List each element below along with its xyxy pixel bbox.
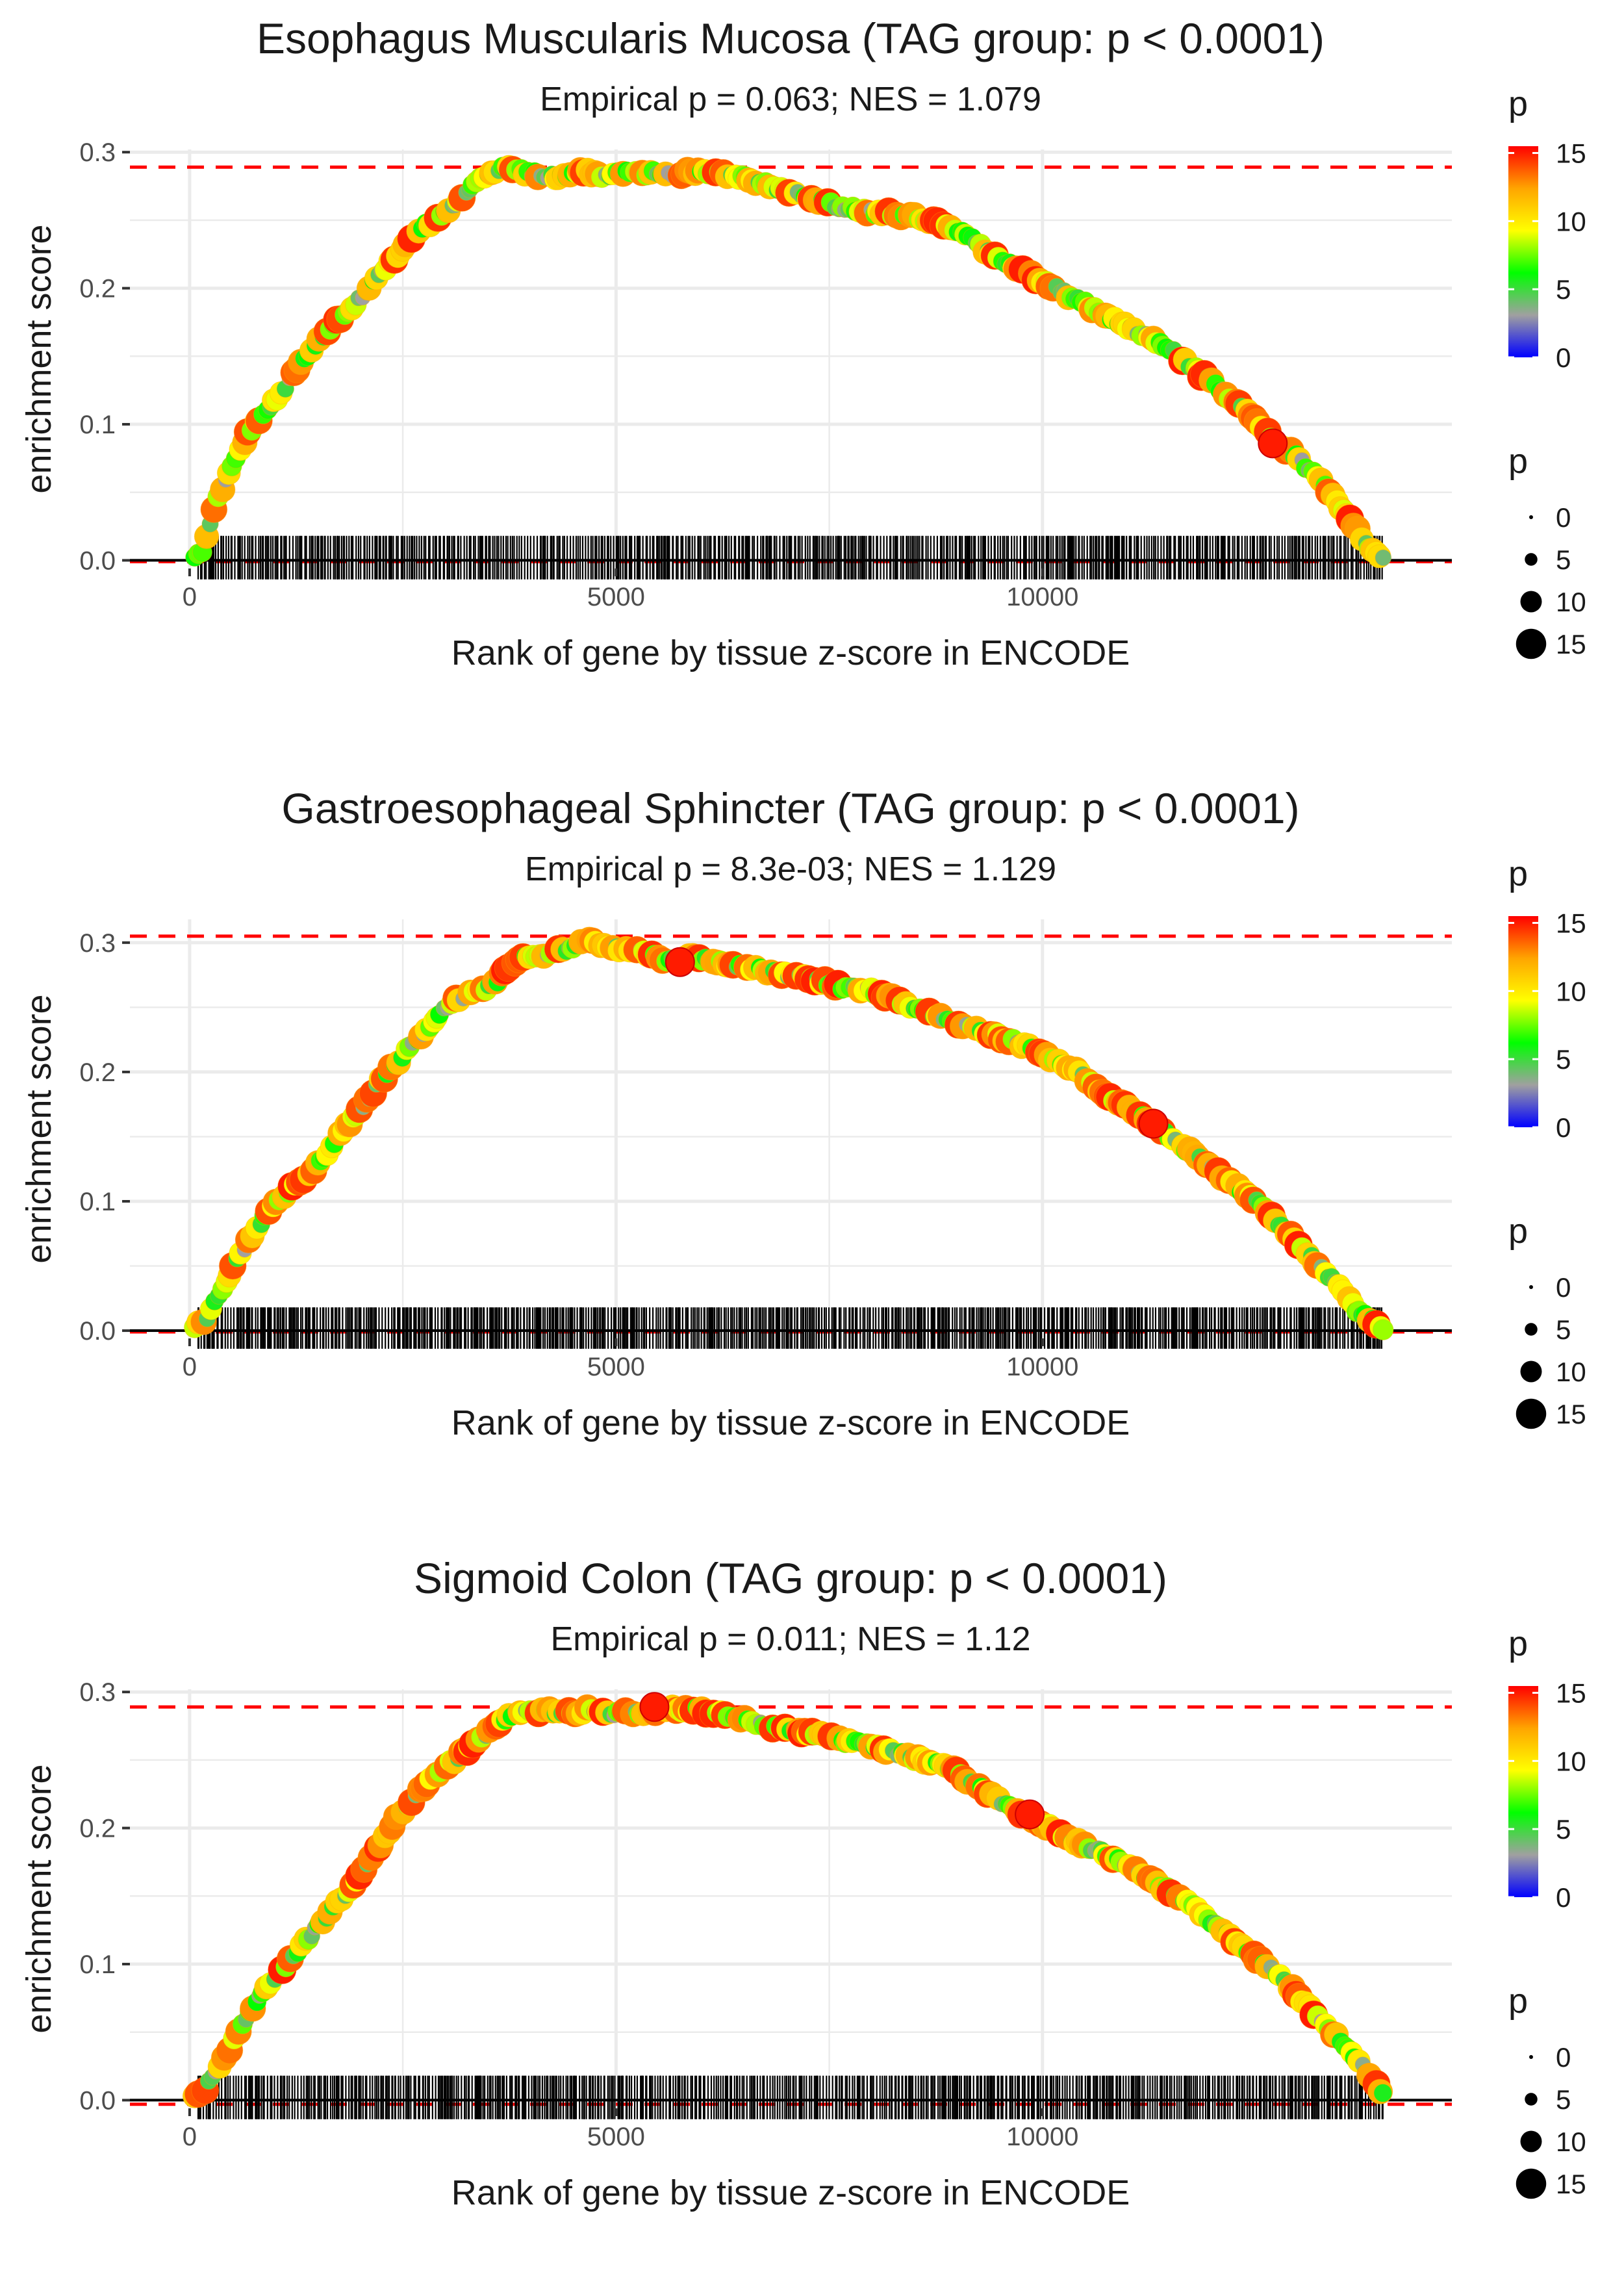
size-legend-label: 10 (1556, 1357, 1586, 1387)
size-legend-label: 15 (1556, 1399, 1586, 1429)
y-tick-label: 0.3 (79, 1678, 116, 1707)
colorbar-label: 5 (1556, 274, 1571, 305)
x-axis-title: Rank of gene by tissue z-score in ENCODE (451, 633, 1130, 672)
size-legend-label: 0 (1556, 1272, 1571, 1303)
colorbar (1508, 1686, 1538, 1897)
color-legend-title: p (1508, 1624, 1528, 1663)
size-legend-label: 0 (1556, 2042, 1571, 2073)
y-tick-label: 0.2 (79, 275, 116, 303)
y-axis-title: enrichment score (19, 224, 58, 493)
chart-title: Gastroesophageal Sphincter (TAG group: p… (281, 784, 1299, 832)
size-legend-label: 5 (1556, 1314, 1571, 1345)
size-legend-dot (1520, 2130, 1542, 2153)
y-axis-title: enrichment score (19, 1764, 58, 2033)
size-legend-title: p (1508, 1212, 1528, 1251)
size-legend-label: 10 (1556, 587, 1586, 617)
size-legend-title: p (1508, 442, 1528, 481)
colorbar (1508, 146, 1538, 357)
size-legend-label: 5 (1556, 2084, 1571, 2115)
x-tick-label: 10000 (1006, 1353, 1078, 1381)
x-tick-label: 10000 (1006, 583, 1078, 611)
colorbar-label: 15 (1556, 138, 1586, 168)
colorbar (1508, 916, 1538, 1127)
colorbar-label: 0 (1556, 342, 1571, 373)
colorbar-label: 5 (1556, 1044, 1571, 1075)
panel-3: Sigmoid Colon (TAG group: p < 0.0001) Emp… (19, 1554, 1586, 2212)
es-point-highlight (639, 1692, 670, 1722)
es-point-highlight (1015, 1799, 1045, 1830)
size-legend-label: 15 (1556, 629, 1586, 659)
es-point-highlight (665, 947, 695, 977)
colorbar-label: 15 (1556, 908, 1586, 938)
chart-title: Esophagus Muscularis Mucosa (TAG group: … (257, 14, 1325, 62)
x-tick-label: 0 (183, 2123, 197, 2151)
size-legend-label: 0 (1556, 502, 1571, 533)
es-point (1375, 549, 1392, 567)
size-legend-dot (1529, 1285, 1533, 1289)
y-tick-label: 0.0 (79, 1317, 116, 1346)
size-legend-dot (1516, 628, 1547, 659)
size-legend-label: 5 (1556, 544, 1571, 575)
size-legend-dot (1516, 1398, 1547, 1429)
colorbar-label: 10 (1556, 976, 1586, 1006)
y-tick-label: 0.1 (79, 1950, 116, 1979)
panel-1: Esophagus Muscularis Mucosa (TAG group: … (19, 14, 1586, 672)
size-legend-dot (1516, 2168, 1547, 2199)
y-tick-label: 0.3 (79, 138, 116, 167)
es-point (1373, 2084, 1393, 2102)
size-legend-dot (1529, 515, 1533, 519)
y-tick-label: 0.0 (79, 546, 116, 575)
x-tick-label: 10000 (1006, 2123, 1078, 2151)
chart-subtitle: Empirical p = 0.011; NES = 1.12 (551, 1620, 1031, 1658)
size-legend-label: 10 (1556, 2127, 1586, 2157)
es-point-highlight (1258, 428, 1288, 459)
x-tick-label: 0 (183, 583, 197, 611)
chart-subtitle: Empirical p = 0.063; NES = 1.079 (540, 81, 1041, 118)
colorbar-label: 15 (1556, 1678, 1586, 1708)
x-tick-label: 5000 (587, 2123, 645, 2151)
size-legend-title: p (1508, 1982, 1528, 2021)
size-legend-dot (1525, 553, 1538, 566)
y-tick-label: 0.3 (79, 929, 116, 958)
size-legend-dot (1529, 2055, 1533, 2059)
y-tick-label: 0.1 (79, 1188, 116, 1216)
colorbar-label: 10 (1556, 206, 1586, 236)
y-tick-label: 0.1 (79, 411, 116, 439)
chart-title: Sigmoid Colon (TAG group: p < 0.0001) (414, 1554, 1167, 1602)
x-tick-label: 5000 (587, 583, 645, 611)
colorbar-label: 5 (1556, 1814, 1571, 1845)
colorbar-label: 10 (1556, 1746, 1586, 1776)
size-legend-dot (1525, 1323, 1538, 1336)
colorbar-label: 0 (1556, 1882, 1571, 1913)
y-tick-label: 0.0 (79, 2086, 116, 2115)
y-tick-label: 0.2 (79, 1058, 116, 1087)
colorbar-label: 0 (1556, 1112, 1571, 1143)
y-tick-label: 0.2 (79, 1815, 116, 1843)
panel-2: Gastroesophageal Sphincter (TAG group: p… (19, 784, 1586, 1442)
es-point (1372, 1319, 1394, 1340)
y-axis-title: enrichment score (19, 994, 58, 1263)
es-point-highlight (1138, 1108, 1169, 1139)
x-axis-title: Rank of gene by tissue z-score in ENCODE (451, 2173, 1130, 2212)
x-tick-label: 0 (183, 1353, 197, 1381)
x-tick-label: 5000 (587, 1353, 645, 1381)
chart-subtitle: Empirical p = 8.3e-03; NES = 1.129 (525, 850, 1056, 888)
color-legend-title: p (1508, 854, 1528, 893)
x-axis-title: Rank of gene by tissue z-score in ENCODE (451, 1403, 1130, 1442)
size-legend-dot (1520, 591, 1542, 613)
size-legend-label: 15 (1556, 2169, 1586, 2199)
size-legend-dot (1525, 2093, 1538, 2106)
size-legend-dot (1520, 1361, 1542, 1383)
color-legend-title: p (1508, 84, 1528, 123)
